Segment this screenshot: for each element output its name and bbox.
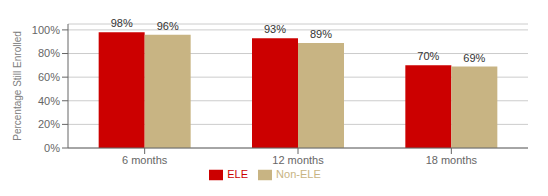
svg-text:6 months: 6 months	[122, 154, 168, 166]
html-text:ELE: ELE	[227, 168, 249, 180]
svg-text:18 months: 18 months	[426, 154, 478, 166]
svg-text:69%: 69%	[463, 52, 485, 64]
svg-text:89%: 89%	[310, 28, 332, 40]
svg-text:0%: 0%	[44, 142, 60, 154]
svg-text:100%: 100%	[32, 24, 60, 36]
svg-text:40%: 40%	[38, 95, 60, 107]
svg-text:96%: 96%	[157, 20, 179, 32]
svg-text:98%: 98%	[111, 17, 133, 29]
html-text:Non-ELE: Non-ELE	[276, 168, 321, 180]
svg-text:80%: 80%	[38, 47, 60, 59]
svg-text:60%: 60%	[38, 71, 60, 83]
svg-text:93%: 93%	[264, 23, 286, 35]
svg-text:20%: 20%	[38, 118, 60, 130]
svg-text:12 months: 12 months	[272, 154, 324, 166]
svg-text:Percentage Still Enrolled: Percentage Still Enrolled	[12, 31, 23, 141]
svg-text:70%: 70%	[417, 50, 439, 62]
